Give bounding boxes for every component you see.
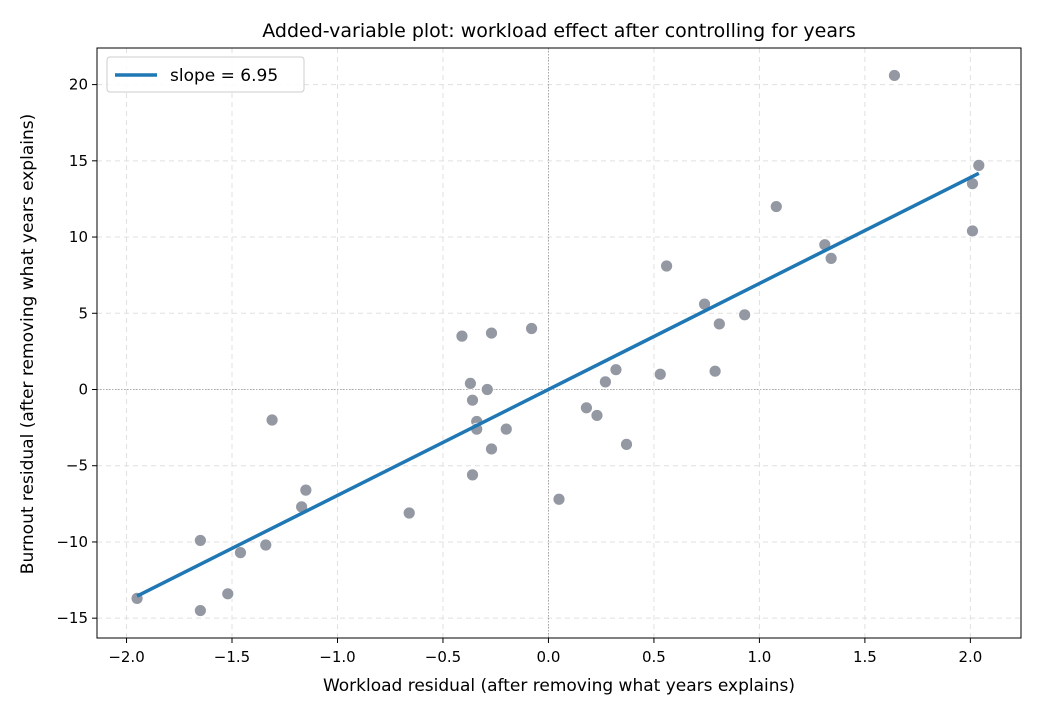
data-point [708,364,722,378]
data-point [221,587,235,601]
legend-fit-line-label: slope = 6.95 [170,66,278,86]
x-tick-label: 1.0 [747,648,771,666]
data-point [660,259,673,273]
chart-title: Added-variable plot: workload effect aft… [262,20,855,42]
x-tick-label: 0.5 [642,648,666,666]
y-tick-label: −5 [66,457,88,475]
x-tick-label: 2.0 [958,648,982,666]
data-point [299,483,313,497]
y-tick-label: −10 [56,533,88,551]
data-point [653,367,667,381]
x-tick-label: −2.0 [108,648,144,666]
data-point [888,69,901,82]
data-point [499,422,513,436]
data-points [130,69,986,617]
data-point [466,393,479,407]
data-point [485,326,498,340]
y-tick-label: −15 [56,609,88,627]
data-point [552,492,566,506]
plot-area-frame [96,47,1022,639]
y-tick-label: 10 [69,228,88,246]
data-point [972,158,986,172]
data-point [234,546,247,560]
data-point [259,538,273,552]
fit-line [136,171,980,598]
data-point [966,224,979,238]
legend: slope = 6.95 [106,56,305,93]
data-point [466,468,479,482]
data-point [769,200,783,213]
reference-lines [97,48,1021,638]
y-tick-label: 20 [69,76,88,94]
y-axis-ticks: −15 −10 −5 0 5 10 15 20 [56,76,97,627]
y-axis-label: Burnout residual (after removing what ye… [18,114,38,574]
data-point [193,534,207,547]
data-point [455,329,469,343]
data-point [620,437,633,451]
data-point [480,383,494,396]
legend-box [106,56,305,93]
y-tick-label: 0 [78,380,88,398]
data-point [824,251,838,265]
data-point [525,322,538,335]
data-point [193,604,207,617]
x-axis-ticks: −2.0 −1.5 −1.0 −0.5 0.0 0.5 1.0 1.5 2.0 [108,638,982,666]
x-tick-label: −0.5 [425,648,461,666]
x-tick-label: −1.5 [214,648,250,666]
y-tick-label: 15 [69,152,88,170]
data-point [463,377,477,390]
data-point [580,401,593,415]
y-tick-label: 5 [78,304,88,322]
x-axis-label: Workload residual (after removing what y… [323,676,795,696]
data-point [609,363,623,377]
x-tick-label: 0.0 [537,648,561,666]
data-point [712,317,726,331]
fit-line-layer [136,171,980,598]
data-point [265,413,279,427]
x-tick-label: 1.5 [853,648,877,666]
data-point [590,409,604,422]
data-point [402,506,416,520]
data-point [738,308,752,322]
data-point [485,442,498,456]
x-tick-label: −1.0 [319,648,355,666]
data-point [599,375,612,389]
